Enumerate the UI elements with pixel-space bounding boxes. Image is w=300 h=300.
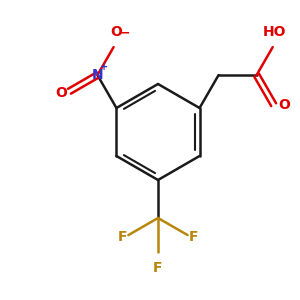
- Text: O: O: [279, 98, 290, 112]
- Text: F: F: [189, 230, 198, 244]
- Text: HO: HO: [263, 25, 286, 39]
- Text: F: F: [118, 230, 127, 244]
- Text: O: O: [56, 86, 68, 100]
- Text: F: F: [153, 261, 163, 275]
- Text: −: −: [119, 27, 130, 40]
- Text: N: N: [92, 68, 103, 82]
- Text: +: +: [100, 62, 109, 72]
- Text: O: O: [111, 25, 122, 39]
